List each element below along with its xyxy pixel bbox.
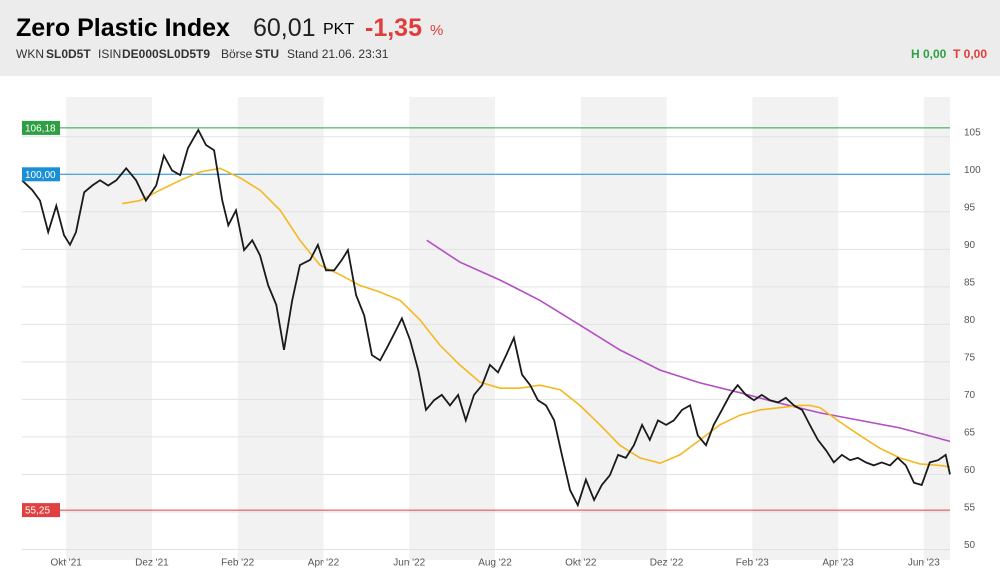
low: T 0,00 (953, 47, 988, 61)
price: 60,01 (253, 14, 316, 42)
exchange-label: Börse (221, 47, 253, 61)
isin: DE000SL0D5T9 (122, 47, 211, 61)
y-tick-label: 85 (964, 277, 976, 288)
month-band (580, 97, 667, 560)
stand: Stand 21.06. 23:31 (287, 47, 389, 61)
price-line (426, 239, 951, 443)
exchange: STU (255, 47, 279, 61)
reference-label-box (22, 120, 60, 135)
price-line (21, 128, 951, 508)
price-line (122, 167, 951, 468)
reference-label-box (22, 167, 60, 182)
y-tick-label: 90 (964, 240, 976, 251)
y-tick-label: 80 (964, 315, 976, 326)
x-tick-label: Dez '21 (135, 558, 169, 569)
x-tick-label: Apr '22 (308, 558, 340, 569)
wkn-label: WKN (16, 47, 44, 61)
change-unit: % (430, 22, 444, 39)
x-tick-label: Apr '23 (822, 558, 854, 569)
header: Zero Plastic Index 60,01 PKT -1,35 % WKN… (0, 0, 1000, 76)
y-tick-label: 50 (964, 540, 976, 551)
reference-label: 55,25 (25, 506, 50, 517)
month-band (752, 97, 839, 560)
month-band (66, 97, 152, 560)
reference-label: 100,00 (25, 170, 56, 181)
y-tick-label: 60 (964, 465, 976, 476)
x-tick-label: Okt '21 (50, 558, 82, 569)
y-tick-label: 95 (964, 202, 976, 213)
x-tick-label: Okt '22 (565, 558, 597, 569)
y-tick-label: 65 (964, 428, 976, 439)
x-tick-label: Jun '22 (393, 558, 425, 569)
change: -1,35 (365, 14, 422, 42)
y-tick-label: 70 (964, 390, 976, 401)
reference-label: 106,18 (25, 124, 56, 135)
x-tick-label: Dez '22 (650, 558, 684, 569)
month-band (923, 97, 950, 560)
title: Zero Plastic Index (16, 14, 230, 42)
isin-label: ISIN (98, 47, 122, 61)
reference-label-box (22, 503, 60, 518)
x-tick-label: Feb '22 (221, 558, 254, 569)
x-tick-label: Jun '23 (908, 558, 940, 569)
x-tick-label: Feb '23 (736, 558, 769, 569)
y-tick-label: 55 (964, 503, 976, 514)
unit: PKT (323, 21, 355, 38)
wkn: SL0D5T (46, 47, 91, 61)
y-tick-label: 100 (964, 165, 981, 176)
y-tick-label: 75 (964, 353, 976, 364)
high: H 0,00 (911, 47, 947, 61)
x-tick-label: Aug '22 (478, 558, 512, 569)
y-tick-label: 105 (964, 127, 981, 138)
month-band (409, 97, 496, 560)
